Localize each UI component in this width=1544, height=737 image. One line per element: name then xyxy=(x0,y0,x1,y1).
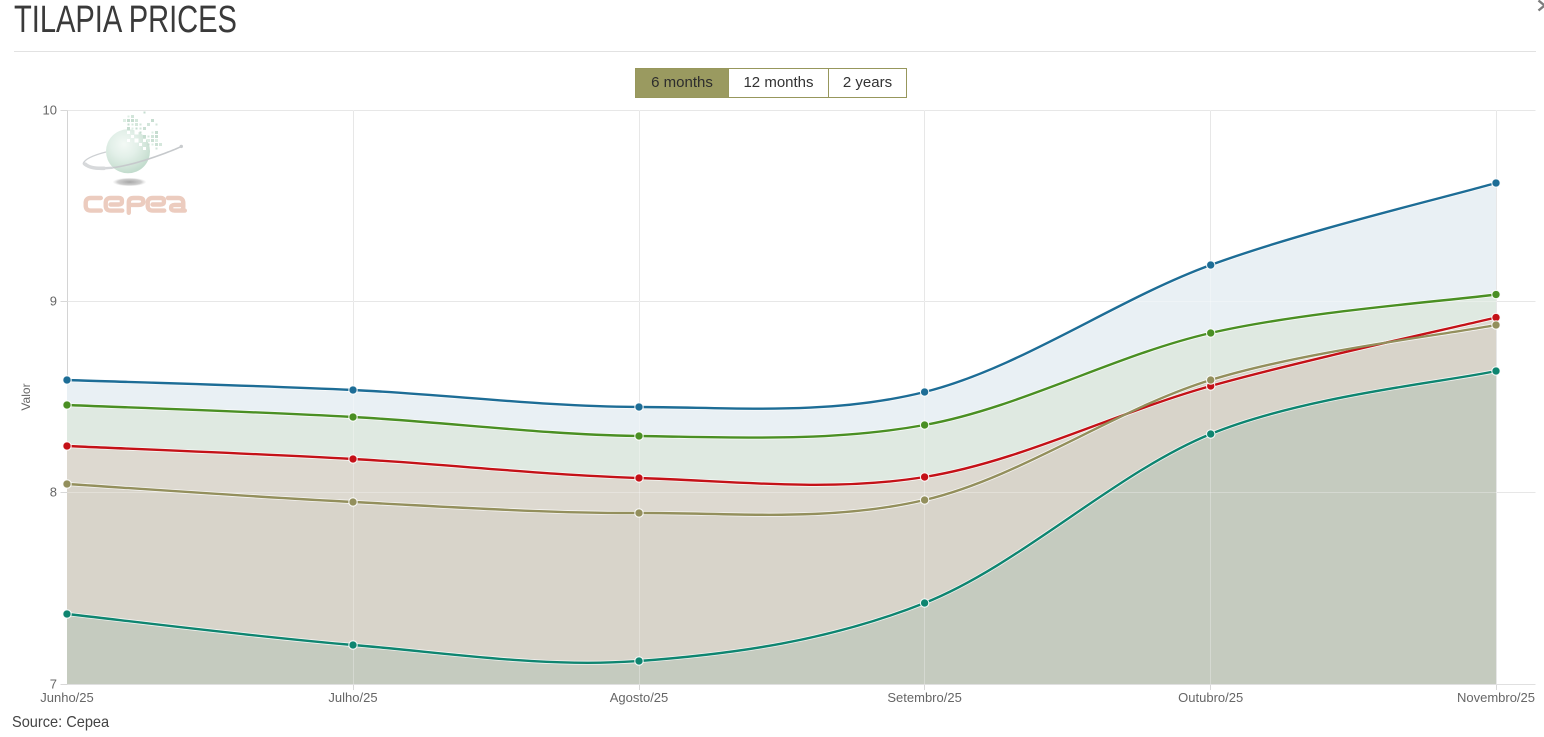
svg-text:Setembro/25: Setembro/25 xyxy=(887,690,961,705)
svg-text:Novembro/25: Novembro/25 xyxy=(1457,690,1535,705)
svg-text:Agosto/25: Agosto/25 xyxy=(610,690,669,705)
svg-text:Outubro/25: Outubro/25 xyxy=(1178,690,1243,705)
svg-text:8: 8 xyxy=(50,485,57,500)
svg-text:Valor: Valor xyxy=(19,383,33,410)
svg-text:Julho/25: Julho/25 xyxy=(328,690,377,705)
svg-text:Junho/25: Junho/25 xyxy=(40,690,94,705)
svg-text:10: 10 xyxy=(43,103,57,118)
svg-text:9: 9 xyxy=(50,294,57,309)
svg-text:7: 7 xyxy=(50,677,57,692)
